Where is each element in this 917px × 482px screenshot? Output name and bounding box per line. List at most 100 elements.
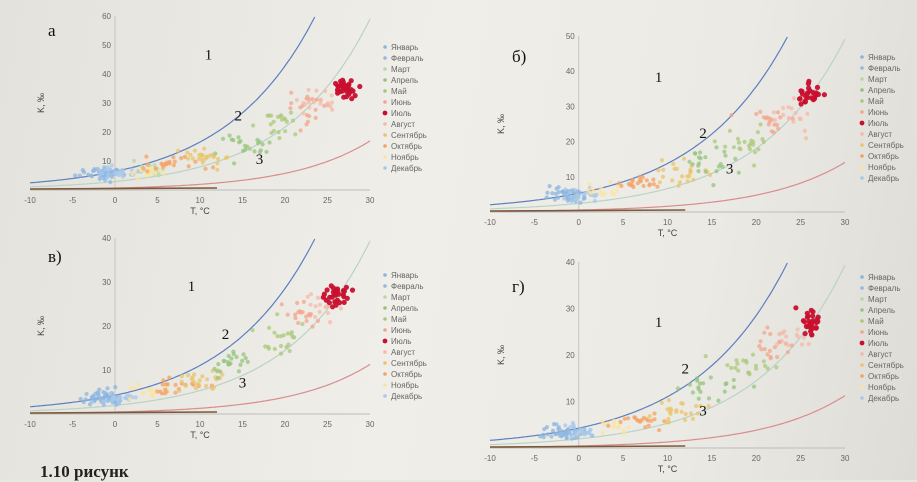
x-tick-label: 20 <box>752 454 761 463</box>
series-Декабрь <box>563 420 594 437</box>
series-Октябрь <box>606 411 667 433</box>
legend-marker <box>383 372 387 376</box>
series-Апрель <box>687 145 741 188</box>
data-point <box>285 312 290 317</box>
curve-label: 1 <box>205 48 213 64</box>
legend-marker <box>383 89 387 93</box>
data-point <box>211 165 216 170</box>
x-tick-label: -10 <box>24 196 36 205</box>
data-point <box>679 401 684 406</box>
data-point <box>118 394 123 400</box>
data-point <box>569 194 574 199</box>
data-point <box>749 138 754 143</box>
data-point <box>594 192 599 197</box>
data-point <box>171 163 176 168</box>
data-point <box>793 305 799 311</box>
data-point <box>786 343 791 348</box>
data-point <box>255 137 260 142</box>
data-point <box>179 156 184 161</box>
y-tick-label: 10 <box>102 157 111 166</box>
data-point <box>791 96 796 101</box>
data-point <box>243 355 248 361</box>
legend-entry: Август <box>868 130 892 139</box>
data-point <box>688 167 693 172</box>
data-point <box>652 417 657 422</box>
data-point <box>173 382 178 387</box>
data-point <box>146 387 151 392</box>
legend-entry: Июль <box>868 119 888 128</box>
x-axis-title: T, °C <box>190 430 210 440</box>
data-point <box>781 105 786 111</box>
data-point <box>608 179 613 184</box>
scatter-plot: -10 -5 0 5 10 15 20 25 30 10 20 30 40 50 60 T, °C K, ‰ а 1… <box>24 12 427 216</box>
legend-marker <box>860 77 864 81</box>
legend-entry: Январь <box>868 53 895 62</box>
data-point <box>635 417 640 423</box>
data-point <box>564 428 569 434</box>
data-point <box>279 117 284 122</box>
legend-marker <box>860 319 864 323</box>
data-point <box>308 302 313 307</box>
data-point <box>301 111 306 116</box>
data-point <box>765 366 770 371</box>
data-point <box>772 117 778 123</box>
data-point <box>574 194 579 199</box>
data-point <box>761 139 766 144</box>
data-point <box>547 184 552 189</box>
data-point <box>105 386 110 391</box>
data-point <box>305 294 310 299</box>
data-point <box>313 314 318 320</box>
data-point <box>600 430 606 435</box>
scatter-plot: -10 -5 0 5 10 15 20 25 30 10 20 30 40 50 T, °C K, ‰ б) 1 2… <box>484 32 904 238</box>
data-point <box>610 425 615 430</box>
x-tick-label: 25 <box>323 196 332 205</box>
data-point <box>238 362 243 367</box>
data-point <box>232 161 237 166</box>
data-point <box>544 425 549 430</box>
legend-entry: Октябрь <box>868 152 899 161</box>
data-point <box>556 195 561 200</box>
baseline-curve <box>29 411 218 414</box>
data-point <box>808 307 814 313</box>
x-tick-label: 0 <box>577 218 582 227</box>
x-tick-label: 5 <box>621 454 626 463</box>
data-point <box>321 291 327 297</box>
y-tick-label: 30 <box>566 305 575 314</box>
data-point <box>236 135 241 140</box>
data-point <box>541 435 546 440</box>
data-point <box>647 182 652 187</box>
data-point <box>777 332 782 337</box>
data-point <box>192 148 197 153</box>
data-point <box>643 425 648 430</box>
data-point <box>758 122 763 127</box>
curve-1 <box>29 16 316 184</box>
data-point <box>260 142 265 147</box>
data-point <box>815 91 821 97</box>
data-point <box>587 182 592 187</box>
data-point <box>307 313 313 318</box>
data-point <box>712 139 717 144</box>
data-point <box>666 398 671 403</box>
series-Май <box>712 122 766 168</box>
data-point <box>569 436 574 441</box>
data-point <box>241 352 246 357</box>
data-point <box>572 187 578 193</box>
data-point <box>736 140 742 145</box>
data-point <box>276 130 281 135</box>
y-tick-label: 20 <box>102 128 111 137</box>
data-point <box>161 171 166 176</box>
panel-label: в) <box>48 247 62 266</box>
data-point <box>264 149 269 154</box>
data-point <box>306 100 311 105</box>
data-point <box>752 384 757 389</box>
data-point <box>696 161 702 166</box>
curve-label: 2 <box>235 108 243 124</box>
data-point <box>550 428 556 433</box>
legend-marker <box>383 317 387 321</box>
series-Сентябрь <box>647 398 711 425</box>
data-point <box>252 149 257 154</box>
data-point <box>323 297 329 303</box>
curve-3 <box>30 140 371 190</box>
data-point <box>296 320 301 326</box>
data-point <box>209 152 214 157</box>
